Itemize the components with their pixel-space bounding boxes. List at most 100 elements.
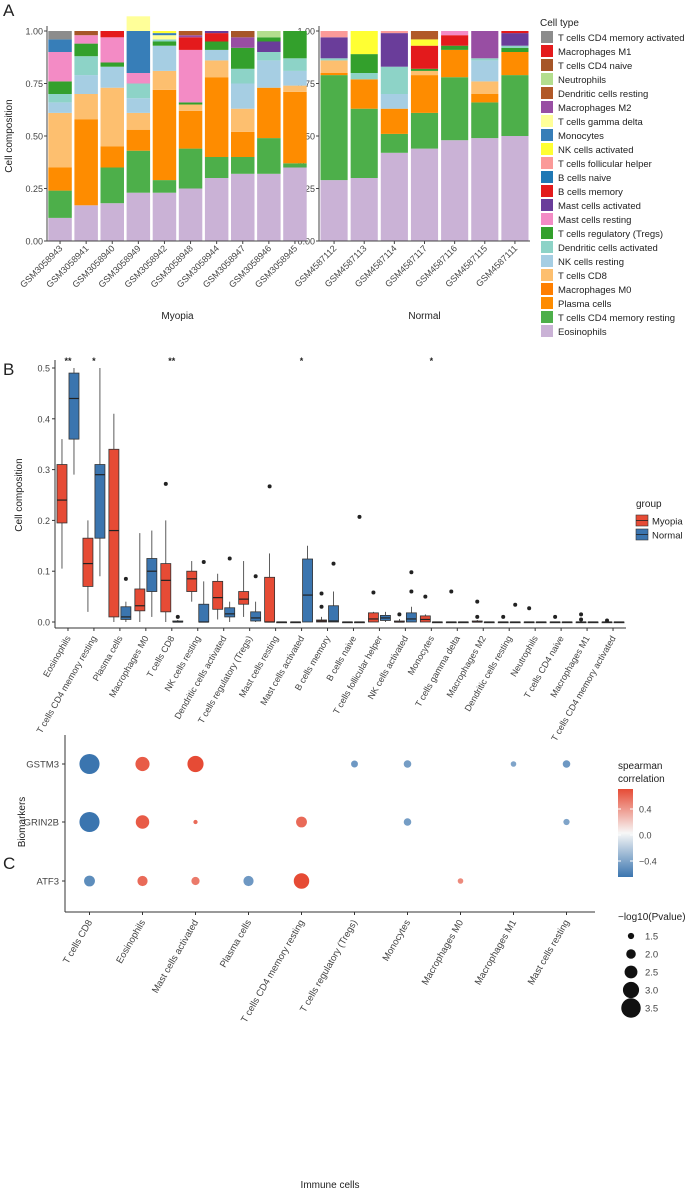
stacked-bar-segment xyxy=(152,35,177,40)
box-outlier xyxy=(579,617,584,622)
legend-swatch xyxy=(541,255,553,267)
panel-a-ylabel: Cell composition xyxy=(4,99,15,172)
stacked-bar-segment xyxy=(471,31,499,59)
stacked-bar-segment xyxy=(74,43,98,57)
stacked-bar-segment xyxy=(204,41,229,50)
box-outlier xyxy=(267,484,272,489)
stacked-bar-segment xyxy=(501,45,529,48)
legend-swatch xyxy=(541,171,553,183)
stacked-bar-segment xyxy=(100,62,124,67)
panel-label-c: C xyxy=(3,854,15,873)
stacked-bar-segment xyxy=(441,45,469,50)
panel-b-ylabel: Cell composition xyxy=(14,458,25,531)
size-legend-label: 3.0 xyxy=(645,986,658,997)
panel-c-size-legend-title: −log10(Pvalue) xyxy=(618,912,685,923)
box-outlier xyxy=(513,602,518,607)
correlation-dot xyxy=(135,756,150,772)
stacked-bar-segment xyxy=(48,52,72,82)
color-legend-label: −0.4 xyxy=(639,857,657,867)
panel-a-ytick-label: 1.00 xyxy=(25,27,43,37)
stacked-bar-segment xyxy=(410,70,439,76)
legend-swatch xyxy=(541,129,553,141)
size-legend-dot xyxy=(624,965,638,979)
size-legend-dot xyxy=(622,981,640,999)
stacked-bar-segment xyxy=(100,146,124,168)
legend-swatch xyxy=(541,45,553,57)
panel-label-b: B xyxy=(3,360,14,379)
legend-swatch xyxy=(541,199,553,211)
panel-c-xtick-label: T cells CD8 xyxy=(61,918,95,966)
panel-c-color-legend-title: correlation xyxy=(618,774,665,785)
box-outlier xyxy=(553,614,558,619)
legend-label: T cells CD4 memory resting xyxy=(558,313,675,324)
box-normal xyxy=(120,606,132,620)
stacked-bar-segment xyxy=(441,77,469,141)
color-legend-label: 0.4 xyxy=(639,805,652,815)
color-legend-bar xyxy=(618,789,633,877)
legend-label: Myopia xyxy=(652,517,683,528)
legend-label: Neutrophils xyxy=(558,75,606,86)
stacked-bar-segment xyxy=(152,70,177,90)
box-outlier xyxy=(409,570,414,575)
legend-label: B cells memory xyxy=(558,187,623,198)
box-outlier xyxy=(331,561,336,566)
stacked-bar-segment xyxy=(178,37,203,50)
stacked-bar-segment xyxy=(257,138,281,174)
stacked-bar-segment xyxy=(471,58,499,61)
size-legend-label: 1.5 xyxy=(645,932,658,943)
panel-b-ytick-label: 0.3 xyxy=(37,465,50,475)
stacked-bar-segment xyxy=(501,75,529,136)
box-outlier xyxy=(163,481,168,486)
box-normal xyxy=(94,464,106,539)
stacked-bar-segment xyxy=(257,41,281,52)
stacked-bar-segment xyxy=(283,70,307,86)
legend-swatch xyxy=(541,143,553,155)
stacked-bar-segment xyxy=(126,73,151,84)
stacked-bar-segment xyxy=(501,33,529,46)
panel-label-a: A xyxy=(3,1,15,20)
size-legend-dot xyxy=(626,949,636,959)
stacked-bar-segment xyxy=(204,77,229,157)
correlation-dot xyxy=(193,819,198,825)
legend-swatch xyxy=(541,241,553,253)
panel-c-xtick-label: Eosinophils xyxy=(114,918,148,966)
legend-label: Macrophages M2 xyxy=(558,103,631,114)
panel-c-ytick-label: GSTM3 xyxy=(26,760,59,771)
stacked-bar-segment xyxy=(126,150,151,193)
stacked-bar-segment xyxy=(441,31,469,36)
panel-c-xtick-label: T cells regulatory (Tregs) xyxy=(298,918,360,1014)
stacked-bar-segment xyxy=(410,75,439,113)
box-outlier xyxy=(475,614,480,619)
stacked-bar-segment xyxy=(48,39,72,52)
box-normal xyxy=(198,603,210,623)
box-normal xyxy=(146,558,158,592)
stacked-bar-segment xyxy=(471,81,499,94)
stacked-bar-segment xyxy=(152,33,177,36)
panel-a-facet-label: Normal xyxy=(408,311,440,322)
stacked-bar-segment xyxy=(100,37,124,63)
panel-c-xtick-label: Macrophages M0 xyxy=(420,918,466,987)
legend-label: Macrophages M1 xyxy=(558,47,631,58)
correlation-dot xyxy=(79,811,100,833)
stacked-bar-segment xyxy=(231,173,255,241)
legend-swatch xyxy=(541,311,553,323)
stacked-bar-segment xyxy=(380,31,408,34)
stacked-bar-segment xyxy=(100,167,124,204)
stacked-bar-segment xyxy=(178,188,203,241)
stacked-bar-segment xyxy=(320,75,348,181)
stacked-bar-segment xyxy=(48,31,72,40)
legend-label: T cells follicular helper xyxy=(558,159,652,170)
panel-c-xtick-label: T cells CD4 memory resting xyxy=(239,918,307,1025)
stacked-bar-segment xyxy=(178,49,203,103)
legend-swatch xyxy=(541,227,553,239)
panel-b-legend-title: group xyxy=(636,499,662,510)
stacked-bar-segment xyxy=(204,49,229,61)
stacked-bar-segment xyxy=(100,87,124,147)
stacked-bar-segment xyxy=(283,91,307,164)
stacked-bar-segment xyxy=(48,112,72,168)
box-outlier xyxy=(319,604,324,609)
box-normal xyxy=(302,558,313,623)
stacked-bar-segment xyxy=(178,148,203,189)
stacked-bar-segment xyxy=(471,102,499,139)
stacked-bar-segment xyxy=(320,37,348,59)
